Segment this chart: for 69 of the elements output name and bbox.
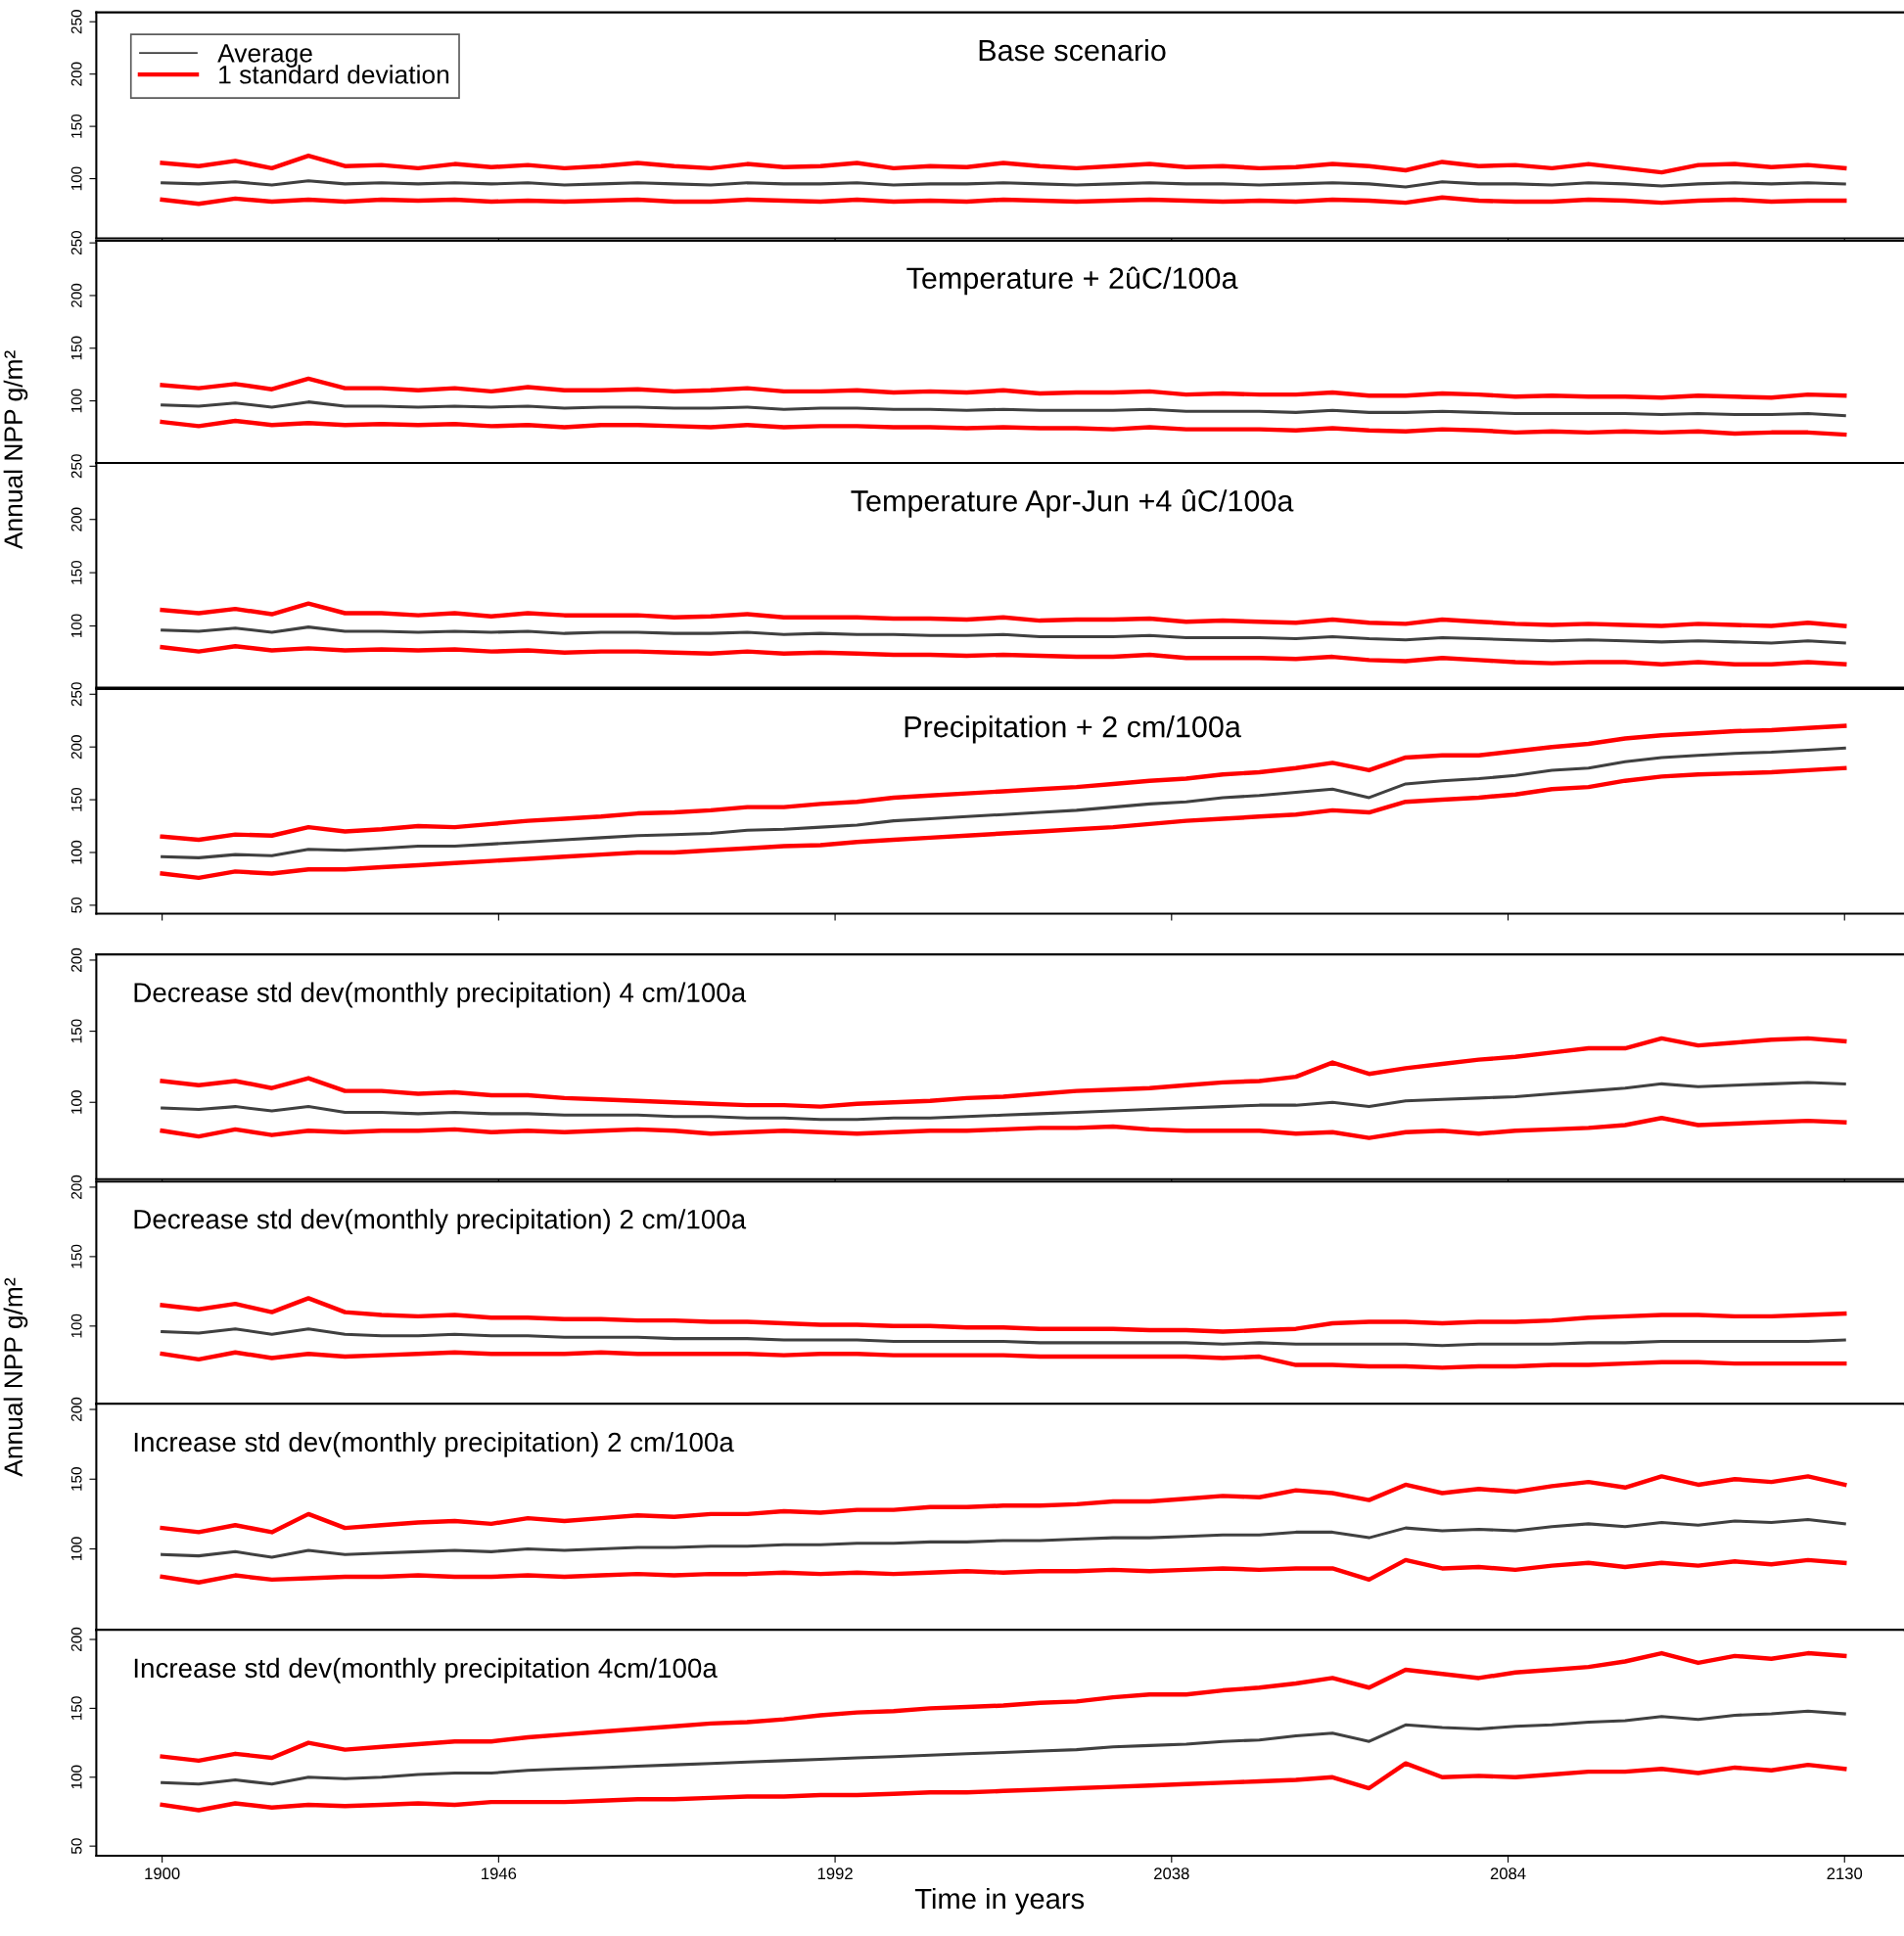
y-tick-label: 100 [70, 1537, 82, 1561]
line-series [160, 643, 1847, 667]
y-tick-label: 250 [70, 10, 82, 34]
y-tick-label: 200 [70, 947, 82, 972]
line-series [160, 1116, 1847, 1140]
line-series [161, 179, 1846, 189]
y-tick-label: 150 [70, 1467, 82, 1491]
y-tick-label: 100 [70, 614, 82, 638]
y-tick-label: 50 [70, 897, 82, 913]
y-tick-label: 200 [70, 507, 82, 531]
y-axis-title: Annual NPP g/m² [3, 350, 28, 550]
line-series [161, 746, 1846, 859]
line-series [160, 1036, 1847, 1109]
y-tick-label: 100 [70, 166, 82, 191]
y-tick-label: 150 [70, 560, 82, 584]
line-series [160, 1761, 1847, 1813]
line-series [160, 1557, 1847, 1585]
line-series [160, 765, 1847, 881]
line-series [161, 1709, 1846, 1786]
y-tick-label: 150 [70, 1244, 82, 1268]
line-series [160, 376, 1847, 400]
x-tick-label: 2084 [1490, 1867, 1526, 1880]
y-tick-label: 100 [70, 389, 82, 413]
y-tick-label: 200 [70, 735, 82, 760]
y-tick-label: 250 [70, 682, 82, 707]
y-tick-label: 200 [70, 1397, 82, 1421]
text: Increase std dev(monthly precipitation 4cm/100a [134, 1657, 718, 1683]
y-tick-label: 100 [70, 1765, 82, 1789]
x-tick-label: 1900 [145, 1867, 180, 1880]
line-series [161, 625, 1846, 645]
y-axis-title: Annual NPP g/m² [3, 1277, 28, 1477]
text: Temperature + 2ûC/100a [906, 266, 1238, 296]
line-series [160, 601, 1847, 628]
y-tick-label: 150 [70, 1019, 82, 1043]
line-series [160, 418, 1847, 438]
text: Precipitation + 2 cm/100a [905, 714, 1241, 744]
x-tick-label: 2038 [1154, 1867, 1189, 1880]
text: Increase std dev(monthly precipitation) 2 cm/100a [134, 1431, 734, 1457]
y-tick-label: 200 [70, 1175, 82, 1199]
line-series [160, 195, 1847, 207]
y-tick-label: 200 [70, 283, 82, 307]
x-axis-title: Time in years [914, 1887, 1085, 1915]
line-series [161, 400, 1846, 418]
line-series [160, 153, 1847, 175]
line-series [160, 1474, 1847, 1535]
line-series [161, 1081, 1846, 1122]
y-tick-label: 100 [70, 840, 82, 864]
y-tick-label: 100 [70, 1090, 82, 1114]
line-series [160, 1350, 1847, 1370]
line-series [161, 1518, 1846, 1559]
y-tick-label: 150 [70, 336, 82, 360]
text: Base scenario [979, 38, 1166, 62]
y-tick-label: 150 [70, 114, 82, 138]
y-tick-label: 200 [70, 62, 82, 86]
text: Decrease std dev(monthly precipitation) 4 cm/100a [134, 982, 747, 1008]
line-series [161, 1327, 1846, 1348]
y-tick-label: 100 [70, 1314, 82, 1338]
text: Temperature Apr-Jun +4 ûC/100a [851, 489, 1294, 518]
text: Decrease std dev(monthly precipitation) 2 cm/100a [134, 1209, 747, 1235]
y-tick-label: 50 [70, 1838, 82, 1855]
x-tick-label: 2130 [1827, 1867, 1863, 1880]
x-tick-label: 1946 [482, 1867, 517, 1880]
y-tick-label: 250 [70, 454, 82, 479]
y-tick-label: 250 [70, 230, 82, 255]
line-series [160, 1296, 1847, 1334]
y-tick-label: 150 [70, 787, 82, 811]
x-tick-label: 1992 [817, 1867, 853, 1880]
y-tick-label: 150 [70, 1696, 82, 1720]
y-tick-label: 200 [70, 1627, 82, 1651]
